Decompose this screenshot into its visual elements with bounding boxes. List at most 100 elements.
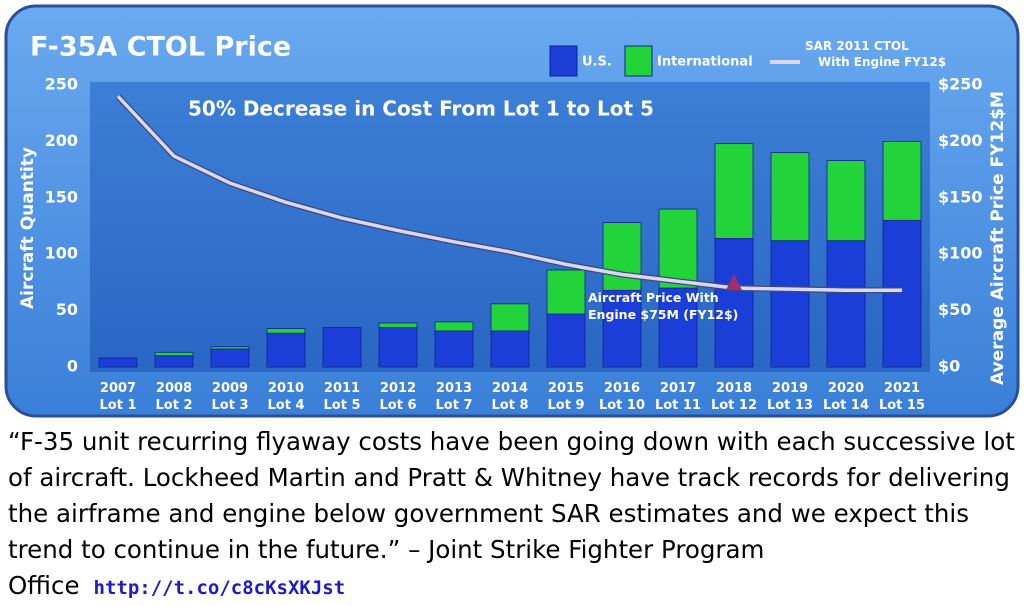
bar — [770, 152, 810, 242]
x-tick-label-line: Lot 13 — [767, 398, 813, 413]
bar — [378, 327, 418, 368]
bar — [602, 222, 642, 291]
x-tick-label-line: Lot 5 — [323, 398, 360, 413]
x-tick-label-line: Lot 1 — [99, 398, 136, 413]
y-tick-label: 100 — [45, 244, 78, 263]
x-tick-label-line: 2013 — [436, 381, 472, 396]
y2-tick-label: $0 — [938, 357, 960, 376]
x-tick-label: 2008 Lot 2 — [155, 381, 192, 413]
legend-label: U.S. — [582, 55, 612, 70]
marker-annotation: Aircraft Price With Engine $75M (FY12$) — [588, 290, 738, 322]
bar — [714, 143, 754, 239]
x-tick-label-line: 2010 — [268, 381, 304, 396]
y2-tick-label: $150 — [938, 187, 983, 206]
x-tick-label: 2012 Lot 6 — [379, 381, 416, 413]
legend-swatch — [549, 45, 578, 77]
bar — [322, 327, 362, 368]
bar — [546, 269, 586, 315]
bar — [826, 160, 866, 242]
y-tick-label: 0 — [67, 357, 78, 376]
x-tick-label: 2019 Lot 13 — [767, 381, 813, 413]
y2-tick-label: $200 — [938, 131, 983, 150]
legend-label-line: SAR 2011 CTOL — [805, 39, 909, 53]
x-tick-label-line: 2021 — [884, 381, 920, 396]
y-tick-label: 250 — [45, 75, 78, 94]
x-tick-label: 2007 Lot 1 — [99, 381, 136, 413]
line — [116, 95, 902, 293]
legend-label: SAR 2011 CTOL With Engine FY12$ — [805, 39, 946, 69]
bar — [882, 219, 922, 368]
x-tick-label-line: 2018 — [716, 381, 752, 396]
price-marker — [726, 274, 742, 291]
x-tick-label-line: 2007 — [100, 381, 136, 396]
x-tick-label-line: 2012 — [380, 381, 416, 396]
x-tick-label: 2014 Lot 8 — [491, 381, 528, 413]
bar — [210, 346, 250, 350]
x-tick-label: 2016 Lot 10 — [599, 381, 645, 413]
y2-tick-label: $250 — [938, 75, 983, 94]
bar — [266, 328, 306, 334]
bar — [98, 357, 138, 368]
x-tick-label-line: 2008 — [156, 381, 192, 396]
x-tick-label-line: 2015 — [548, 381, 584, 396]
x-tick-label-line: Lot 12 — [711, 398, 757, 413]
x-tick-label: 2020 Lot 14 — [823, 381, 869, 413]
legend-label-line: With Engine FY12$ — [818, 55, 946, 69]
x-tick-label: 2013 Lot 7 — [435, 381, 472, 413]
page: {"chart_data": {"type": "bar", "stacked"… — [4, 4, 1020, 600]
bar — [602, 289, 642, 368]
x-tick-label-line: 2017 — [660, 381, 696, 396]
annotation: 50% Decrease in Cost From Lot 1 to Lot 5 — [188, 97, 654, 121]
quote-text: “F-35 unit recurring flyaway costs have … — [8, 427, 1015, 600]
x-tick-label-line: Lot 14 — [823, 398, 869, 413]
x-tick-label: 2009 Lot 3 — [211, 381, 248, 413]
x-tick-label-line: Lot 7 — [435, 398, 472, 413]
y-axis-label: Aircraft Quantity — [18, 147, 38, 309]
bar — [658, 287, 698, 368]
x-tick-label-line: 2014 — [492, 381, 528, 396]
bar — [490, 303, 530, 332]
x-tick-label: 2010 Lot 4 — [267, 381, 304, 413]
x-tick-label-line: 2009 — [212, 381, 248, 396]
legend-label: International — [657, 55, 753, 70]
bar — [882, 140, 922, 221]
x-tick-label-line: Lot 10 — [599, 398, 645, 413]
marker-annotation-line: Engine $75M (FY12$) — [588, 307, 738, 322]
y-tick-label: 150 — [45, 187, 78, 206]
bar — [714, 238, 754, 368]
x-tick-label: 2011 Lot 5 — [323, 381, 360, 413]
bar — [266, 332, 306, 368]
x-tick-label: 2018 Lot 12 — [711, 381, 757, 413]
link[interactable]: http://t.co/c8cKsXKJst — [93, 577, 346, 599]
x-tick-label: 2017 Lot 11 — [655, 381, 701, 413]
chart-title: F-35A CTOL Price — [30, 32, 291, 63]
y2-axis-label: Average Aircraft Price FY12$M — [988, 91, 1008, 385]
x-tick-label-line: 2011 — [324, 381, 360, 396]
bar — [546, 313, 586, 368]
bar — [154, 355, 194, 368]
x-tick-label-line: 2016 — [604, 381, 640, 396]
x-tick-label-line: Lot 15 — [879, 398, 925, 413]
bar — [434, 321, 474, 332]
quote: “F-35 unit recurring flyaway costs have … — [8, 424, 1018, 606]
bar — [826, 240, 866, 368]
marker-annotation-line: Aircraft Price With — [588, 290, 719, 305]
x-tick-label-line: Lot 2 — [155, 398, 192, 413]
bar — [434, 330, 474, 368]
bar — [490, 330, 530, 368]
x-tick-label-line: Lot 8 — [491, 398, 528, 413]
bar — [154, 351, 194, 357]
bar — [658, 208, 698, 289]
bar — [210, 348, 250, 368]
x-tick-label-line: Lot 11 — [655, 398, 701, 413]
x-tick-label: 2021 Lot 15 — [879, 381, 925, 413]
y2-tick-label: $50 — [938, 300, 971, 319]
y-tick-label: 200 — [45, 131, 78, 150]
x-tick-label-line: 2019 — [772, 381, 808, 396]
x-tick-label-line: Lot 6 — [379, 398, 416, 413]
y2-tick-label: $100 — [938, 244, 983, 263]
chart: F-35A CTOL Price 50% Decrease in Cost Fr… — [4, 4, 1020, 418]
x-tick-label-line: Lot 3 — [211, 398, 248, 413]
y-tick-label: 50 — [56, 300, 78, 319]
x-tick-label-line: Lot 9 — [547, 398, 584, 413]
